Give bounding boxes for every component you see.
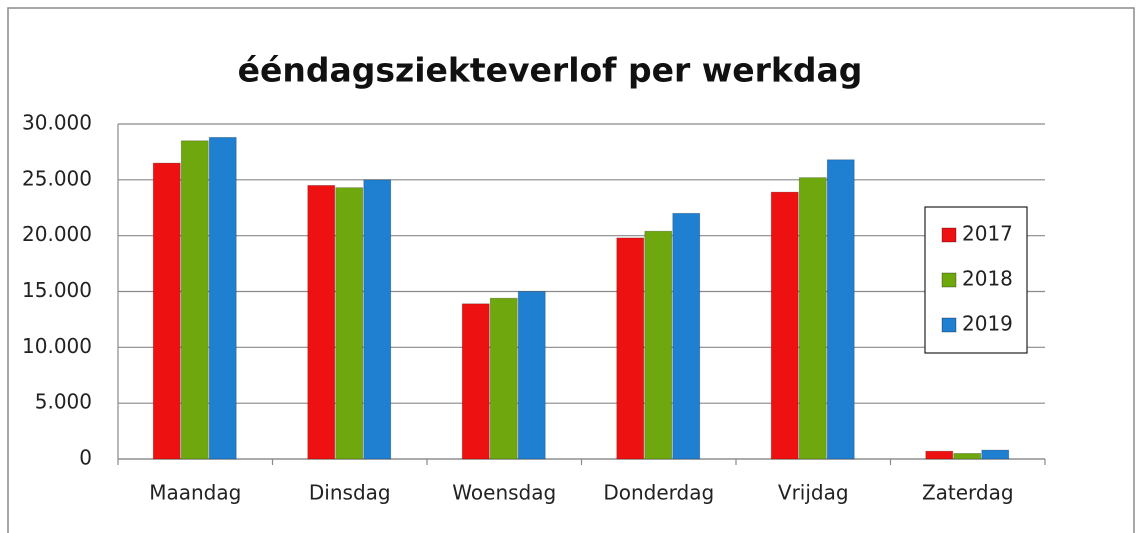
bar [461,303,490,460]
y-tick-label: 15.000 [22,278,92,302]
bar [981,449,1010,460]
bar [180,140,209,460]
legend-label: 2018 [962,267,1013,291]
y-tick-label: 0 [79,446,92,470]
x-tick-label: Zaterdag [922,481,1014,505]
chart-title: ééndagsziekteverlof per werkdag [238,51,863,90]
bar [672,212,701,460]
x-tick-label: Woensdag [452,481,556,505]
bar [307,185,336,460]
bar [335,187,364,460]
x-tick-label: Vrijdag [778,481,849,505]
bar [826,159,855,460]
bar [489,297,518,460]
legend-swatch [941,272,957,288]
bar [644,230,673,460]
bar [925,450,954,460]
x-tick-label: Dinsdag [309,481,391,505]
y-tick-label: 25.000 [22,166,92,190]
bar [616,237,645,460]
bar [517,291,546,460]
bar [363,179,392,460]
legend-label: 2019 [962,312,1013,336]
x-tick-label: Maandag [149,481,241,505]
legend-label: 2017 [962,222,1013,246]
bar [152,162,181,460]
bar [798,177,827,460]
bar [208,136,237,460]
y-tick-label: 5.000 [35,390,92,414]
x-tick-label: Donderdag [603,481,714,505]
bar [770,191,799,460]
y-tick-label: 10.000 [22,334,92,358]
bar [953,453,982,460]
legend-swatch [941,227,957,243]
legend-swatch [941,317,957,333]
y-tick-label: 30.000 [22,111,92,135]
y-tick-label: 20.000 [22,222,92,246]
